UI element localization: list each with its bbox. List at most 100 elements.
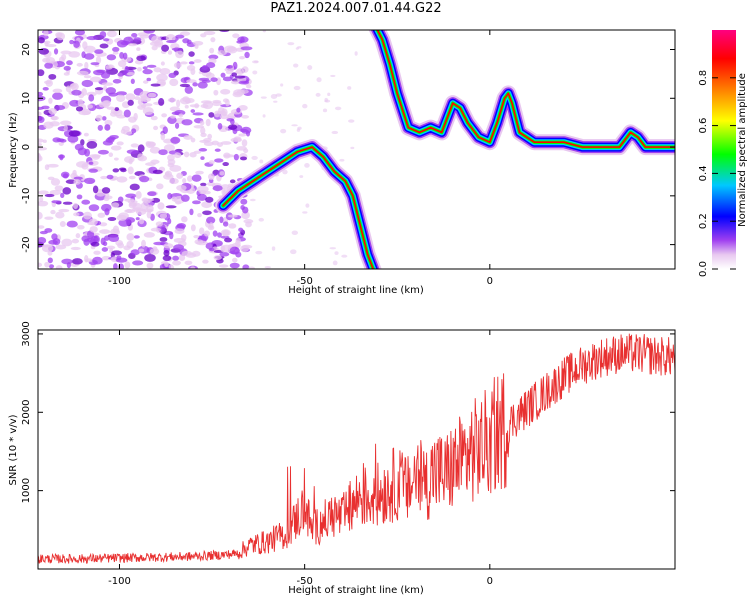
noise-speck (68, 130, 81, 137)
noise-speck (184, 260, 193, 265)
noise-speck (127, 43, 138, 47)
noise-speck (135, 217, 140, 221)
noise-speck (302, 211, 308, 214)
noise-speck (55, 105, 66, 111)
noise-speck (228, 223, 237, 229)
noise-speck (205, 118, 211, 127)
noise-speck (76, 161, 88, 168)
noise-speck (130, 249, 140, 256)
noise-speck (315, 92, 321, 97)
noise-speck (218, 264, 229, 268)
noise-speck (141, 197, 149, 203)
noise-speck (72, 169, 77, 176)
noise-speck (76, 194, 83, 200)
noise-speck (150, 227, 162, 232)
colorbar: 0.0 0.2 0.4 0.6 0.8 Normalized spectral ampl… (698, 30, 748, 277)
noise-speck (111, 250, 123, 256)
noise-speck (287, 42, 295, 46)
noise-speck (115, 257, 128, 263)
noise-speck (201, 79, 211, 83)
noise-speck (217, 50, 228, 56)
noise-speck (251, 155, 258, 160)
noise-speck (316, 77, 322, 83)
noise-speck (176, 184, 187, 191)
noise-speck (142, 66, 148, 70)
noise-speck (167, 192, 173, 200)
noise-speck (217, 107, 225, 114)
noise-speck (101, 247, 109, 252)
noise-speck (168, 72, 177, 79)
noise-speck (73, 40, 80, 48)
noise-speck (159, 81, 166, 86)
noise-speck (149, 146, 161, 154)
noise-speck (186, 175, 193, 182)
noise-speck (44, 62, 53, 69)
noise-speck (354, 51, 358, 56)
noise-speck (208, 160, 215, 165)
noise-speck (238, 105, 248, 111)
noise-speck (150, 83, 161, 87)
noise-speck (238, 227, 244, 232)
noise-speck (153, 67, 162, 73)
noise-speck (101, 82, 114, 86)
noise-speck (220, 245, 226, 252)
noise-speck (158, 98, 165, 106)
noise-speck (134, 96, 141, 101)
noise-speck (144, 253, 156, 262)
noise-speck (240, 46, 253, 51)
noise-speck (138, 218, 145, 225)
noise-speck (232, 33, 240, 39)
y-tick-label: -20 (21, 236, 32, 252)
noise-speck (151, 35, 161, 44)
noise-speck (167, 218, 172, 225)
noise-speck (160, 132, 166, 141)
noise-speck (137, 104, 146, 110)
noise-speck (162, 255, 172, 262)
noise-speck (174, 122, 180, 129)
noise-speck (235, 240, 241, 248)
noise-speck (77, 99, 84, 107)
noise-speck (76, 225, 85, 230)
noise-speck (48, 108, 58, 115)
noise-speck (99, 31, 107, 39)
noise-speck (125, 93, 136, 101)
noise-speck (200, 104, 209, 109)
noise-speck (200, 132, 207, 138)
noise-speck (112, 51, 119, 55)
noise-speck (63, 65, 71, 71)
top-x-axis: -100 -50 0 (108, 30, 493, 287)
noise-speck (76, 70, 89, 76)
colorbar-label: Normalized spectral amplitude (737, 73, 748, 227)
noise-speck (200, 33, 207, 38)
noise-speck (190, 266, 196, 269)
noise-speck (179, 83, 191, 88)
noise-speck (159, 68, 171, 75)
noise-speck (94, 87, 104, 91)
noise-speck (205, 72, 215, 79)
noise-speck (193, 125, 205, 129)
noise-speck (219, 216, 224, 224)
noise-speck (76, 62, 83, 67)
noise-speck (203, 141, 214, 147)
noise-speck (280, 83, 284, 87)
noise-speck (49, 189, 62, 196)
noise-speck (219, 113, 230, 120)
noise-speck (150, 213, 155, 221)
noise-speck (178, 254, 186, 262)
noise-speck (117, 72, 124, 77)
noise-speck (176, 99, 181, 108)
noise-speck (214, 148, 221, 152)
noise-speck (106, 245, 116, 250)
noise-speck (108, 152, 114, 158)
noise-speck (124, 65, 129, 74)
noise-speck (130, 143, 139, 148)
colorbar-tick-label: 0.2 (698, 213, 709, 229)
colorbar-tick-label: 0.4 (698, 165, 709, 181)
noise-speck (124, 198, 135, 202)
noise-speck (157, 202, 165, 210)
bottom-y-axis: 1000 2000 3000 (21, 321, 675, 503)
noise-speck (229, 179, 236, 184)
noise-speck (136, 55, 146, 62)
noise-speck (146, 210, 152, 219)
noise-speck (103, 38, 110, 42)
